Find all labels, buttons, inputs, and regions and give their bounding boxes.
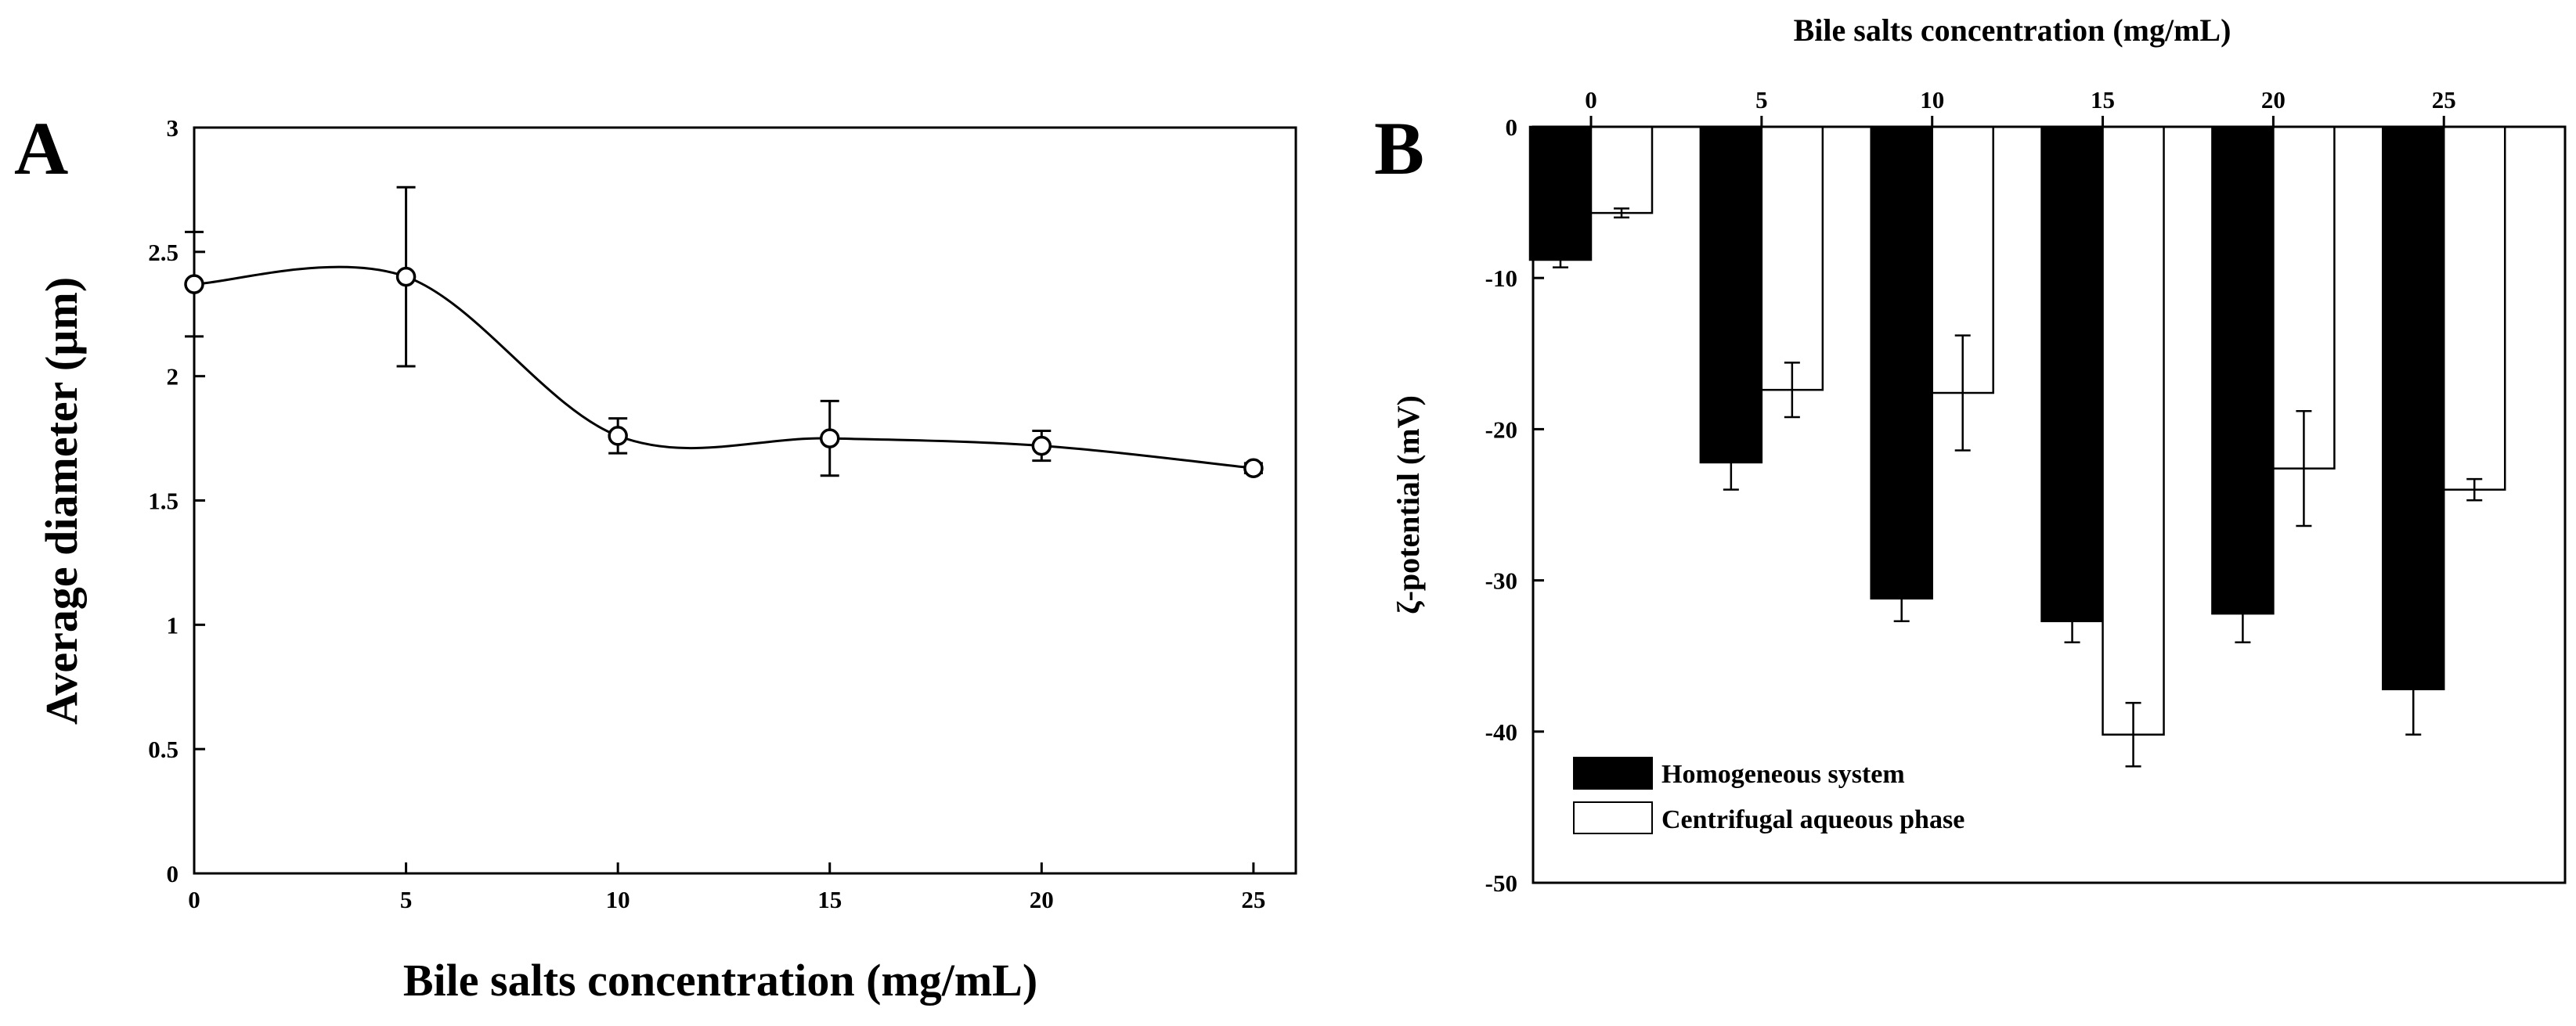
b-y-tick-label: -30	[1485, 567, 1517, 595]
b-error-bar	[1553, 260, 1568, 268]
b-x-tick-label: 20	[2261, 86, 2286, 113]
b-error-bar	[1784, 362, 1800, 419]
b-error-bar	[2064, 621, 2080, 644]
a-x-tick-label: 20	[1030, 886, 1054, 913]
panel-a-data-points	[184, 266, 1264, 478]
a-x-tick-label: 15	[817, 886, 842, 913]
a-y-tick-label: 1.5	[148, 488, 179, 515]
a-data-point	[819, 428, 840, 448]
a-y-tick-label: 0	[167, 860, 179, 887]
b-error-bar	[2296, 409, 2312, 527]
panel-a-y-axis-title: Average diameter (µm)	[36, 277, 87, 725]
a-y-tick-label: 0.5	[148, 736, 179, 763]
panel-a-fitted-curve	[193, 265, 1254, 470]
b-bar-homogeneous	[1528, 125, 1593, 261]
b-bar-homogeneous	[1870, 125, 1933, 600]
b-bar-centrifugal	[1589, 125, 1654, 214]
panel-b-bars	[1528, 125, 2506, 736]
panel-a-y-ticks: 0 0.5 1 1.5 2 2.5 3	[148, 114, 205, 887]
b-x-tick-label: 25	[2432, 86, 2456, 113]
panel-b-letter: B	[1374, 106, 1424, 190]
a-data-point	[184, 274, 204, 294]
b-error-bar	[2466, 477, 2483, 502]
panel-b-y-axis-title: ζ-potential (mV)	[1391, 395, 1426, 614]
a-x-tick-label: 0	[188, 886, 200, 913]
b-bar-centrifugal	[2102, 125, 2165, 736]
b-y-tick-label: -50	[1485, 869, 1517, 897]
b-bar-homogeneous	[2040, 125, 2104, 623]
b-x-tick-label: 10	[1920, 86, 1944, 113]
panel-b-x-axis-title: Bile salts concentration (mg/mL)	[1794, 13, 2231, 48]
a-y-tick-label: 2.5	[148, 239, 179, 266]
legend-swatch-homogeneous	[1573, 757, 1653, 790]
b-error-bar	[2235, 614, 2251, 644]
legend-swatch-centrifugal	[1573, 801, 1653, 834]
legend-label-centrifugal: Centrifugal aqueous phase	[1661, 805, 1964, 834]
b-y-tick-label: -20	[1485, 416, 1517, 443]
a-data-point	[608, 426, 628, 446]
b-bar-centrifugal	[2443, 125, 2506, 491]
a-x-tick-label: 5	[400, 886, 413, 913]
b-bar-homogeneous	[2382, 125, 2445, 690]
panel-b-y-ticks: 0 -10 -20 -30 -40 -50	[1485, 113, 1544, 897]
a-data-point	[1243, 458, 1264, 478]
panel-a-letter: A	[14, 106, 68, 190]
b-error-bar	[2125, 701, 2141, 768]
b-error-bar	[1614, 207, 1629, 219]
b-y-tick-label: 0	[1506, 113, 1518, 141]
b-bar-homogeneous	[1699, 125, 1763, 464]
b-x-tick-label: 0	[1585, 86, 1597, 113]
b-error-bar	[1723, 462, 1739, 491]
a-data-point	[395, 266, 417, 287]
b-y-tick-label: -40	[1485, 718, 1517, 746]
panel-b-x-ticks: 0 5 10 15 20 25	[1585, 86, 2456, 127]
panel-b: B Bile salts concentration (mg/mL) ζ-pot…	[1374, 13, 2567, 897]
b-x-tick-label: 5	[1755, 86, 1768, 113]
panel-a-plot-frame	[193, 126, 1297, 875]
b-y-tick-label: -10	[1485, 265, 1517, 292]
a-data-point	[1031, 435, 1052, 456]
panel-a-x-ticks: 0 5 10 15 20 25	[188, 862, 1265, 913]
a-y-tick-label: 2	[167, 363, 179, 391]
panel-a-x-axis-title: Bile salts concentration (mg/mL)	[403, 955, 1037, 1006]
a-x-tick-label: 25	[1241, 886, 1265, 913]
b-error-bar	[1954, 334, 1971, 452]
b-error-bar	[1893, 598, 1910, 623]
panel-b-legend: Homogeneous system Centrifugal aqueous p…	[1573, 757, 1964, 834]
b-error-bar	[2405, 689, 2422, 736]
b-bar-centrifugal	[1760, 125, 1824, 391]
a-x-tick-label: 10	[606, 886, 630, 913]
panel-a: A 0 0.5 1 1.5 2 2.5 3 0 5 10 15 20 25 Bile salts co…	[14, 106, 1297, 1006]
panel-a-error-bars	[185, 185, 1263, 477]
b-x-tick-label: 15	[2091, 86, 2115, 113]
a-y-tick-label: 3	[167, 114, 179, 142]
a-y-tick-label: 1	[167, 611, 179, 639]
legend-label-homogeneous: Homogeneous system	[1661, 760, 1905, 789]
b-bar-homogeneous	[2211, 125, 2275, 615]
panel-b-error-bars	[1553, 207, 2483, 768]
